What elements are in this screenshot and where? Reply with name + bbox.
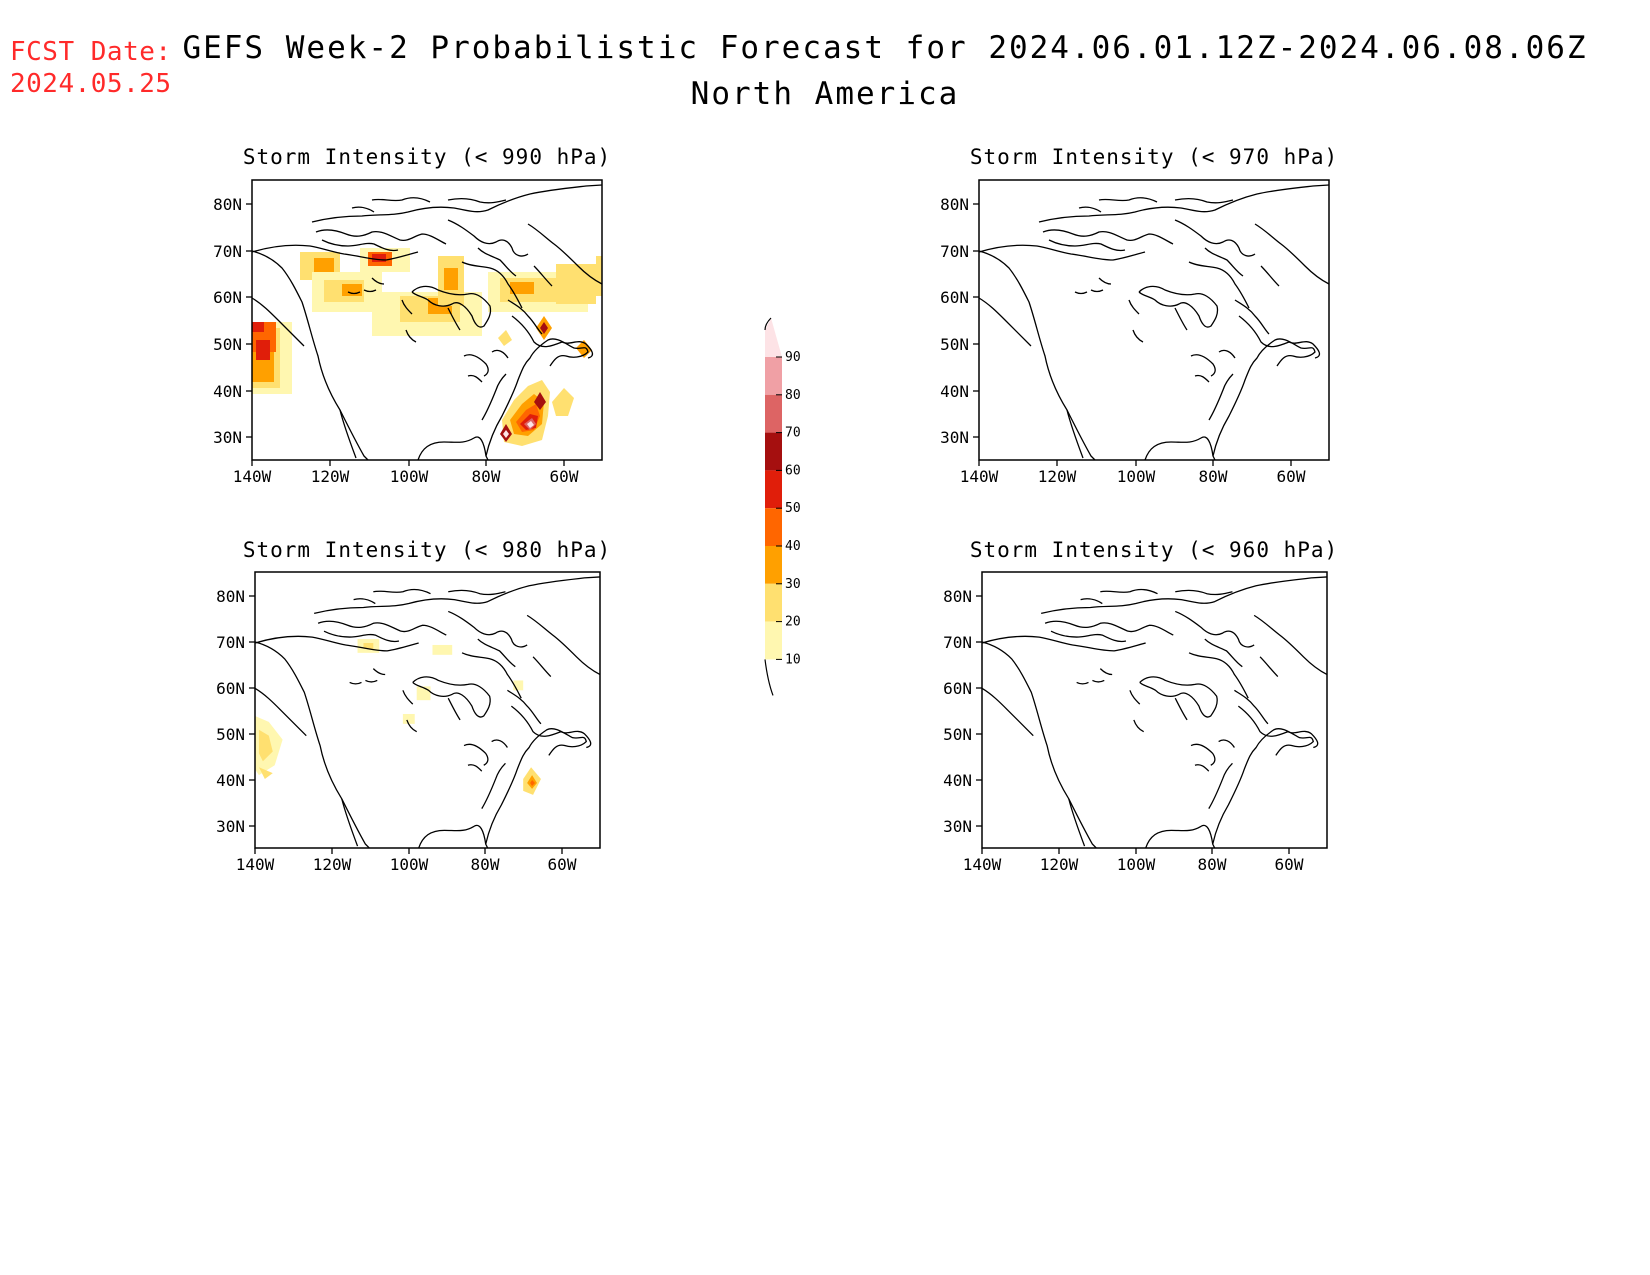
lat-tick-label: 70N <box>943 633 972 652</box>
lat-tick-label: 30N <box>213 428 242 447</box>
colorbar-label: 90 <box>785 350 801 365</box>
lat-tick-label: 60N <box>943 679 972 698</box>
lat-tick-label: 70N <box>940 242 969 261</box>
lat-tick-label: 80N <box>216 587 245 606</box>
lat-tick-label: 40N <box>943 771 972 790</box>
latitude-axis: 80N 70N 60N 50N 40N 30N <box>213 195 252 447</box>
probability-shading <box>252 248 602 446</box>
lon-tick-label: 120W <box>1040 855 1079 874</box>
longitude-axis: 140W 120W 100W 80W 60W <box>233 460 579 486</box>
lat-tick-label: 60N <box>216 679 245 698</box>
lon-tick-label: 120W <box>1038 467 1077 486</box>
lon-tick-label: 100W <box>390 467 429 486</box>
colorbar-swatch <box>765 621 782 660</box>
lat-tick-label: 40N <box>216 771 245 790</box>
colorbar-swatch <box>765 546 782 584</box>
lat-tick-label: 30N <box>216 817 245 836</box>
forecast-date-block: FCST Date: 2024.05.25 <box>10 36 172 100</box>
lon-tick-label: 80W <box>471 855 500 874</box>
lat-tick-label: 80N <box>940 195 969 214</box>
colorbar-label: 70 <box>785 426 801 441</box>
lon-tick-label: 80W <box>472 467 501 486</box>
lon-tick-label: 140W <box>233 467 272 486</box>
coastline <box>981 576 1328 849</box>
forecast-date-label: FCST Date: <box>10 37 172 67</box>
colorbar-label: 60 <box>785 463 801 478</box>
colorbar-label: 80 <box>785 388 801 403</box>
colorbar-label: 40 <box>785 539 801 554</box>
lat-tick-label: 70N <box>216 633 245 652</box>
lon-tick-label: 140W <box>236 855 275 874</box>
lon-tick-label: 100W <box>1117 467 1156 486</box>
map-frame <box>978 179 1330 461</box>
panel-title: Storm Intensity (< 990 hPa) <box>243 145 611 169</box>
panel-960: Storm Intensity (< 960 hPa) 80N 70N 60N 50N… <box>943 538 1338 874</box>
colorbar-label: 20 <box>785 615 801 630</box>
colorbar-swatch <box>765 470 782 509</box>
colorbar-label: 10 <box>785 652 801 667</box>
latitude-axis: 80N 70N 60N 50N 40N 30N <box>940 195 979 447</box>
map-frame <box>251 179 603 461</box>
panel-970: Storm Intensity (< 970 hPa) 80N 70N 60N 50N… <box>940 145 1338 486</box>
lon-tick-label: 120W <box>311 467 350 486</box>
longitude-axis: 140W 120W 100W 80W 60W <box>963 848 1304 874</box>
lat-tick-label: 40N <box>940 382 969 401</box>
lon-tick-label: 100W <box>1117 855 1156 874</box>
colorbar-label: 50 <box>785 501 801 516</box>
lon-tick-label: 80W <box>1199 467 1228 486</box>
lat-tick-label: 40N <box>213 382 242 401</box>
lon-tick-label: 60W <box>550 467 579 486</box>
lat-tick-label: 50N <box>216 725 245 744</box>
lat-tick-label: 50N <box>943 725 972 744</box>
lon-tick-label: 80W <box>1198 855 1227 874</box>
colorbar-swatch <box>765 357 782 395</box>
colorbar-swatch <box>765 394 782 433</box>
lat-tick-label: 70N <box>213 242 242 261</box>
lon-tick-label: 100W <box>390 855 429 874</box>
latitude-axis: 80N 70N 60N 50N 40N 30N <box>943 587 982 836</box>
colorbar-bottom-edge <box>764 659 774 696</box>
colorbar-swatch <box>765 432 782 471</box>
panel-990: Storm Intensity (< 990 hPa) 80N 70N 60N 50N… <box>213 145 611 486</box>
lon-tick-label: 140W <box>960 467 999 486</box>
latitude-axis: 80N 70N 60N 50N 40N 30N <box>216 587 255 836</box>
colorbar-label: 30 <box>785 577 801 592</box>
longitude-axis: 140W 120W 100W 80W 60W <box>236 848 577 874</box>
forecast-date-value: 2024.05.25 <box>10 69 172 99</box>
map-frame <box>981 571 1328 849</box>
map-frame <box>254 571 601 849</box>
lon-tick-label: 60W <box>1277 467 1306 486</box>
panel-title: Storm Intensity (< 970 hPa) <box>970 145 1338 169</box>
lat-tick-label: 80N <box>213 195 242 214</box>
panel-title: Storm Intensity (< 980 hPa) <box>243 538 611 562</box>
lat-tick-label: 30N <box>943 817 972 836</box>
panel-980: Storm Intensity (< 980 hPa) 80N 70N 60N 50N… <box>216 538 611 874</box>
lon-tick-label: 60W <box>1275 855 1304 874</box>
coastline <box>978 184 1330 461</box>
main-title: GEFS Week-2 Probabilistic Forecast for 2… <box>182 30 1588 66</box>
lon-tick-label: 60W <box>548 855 577 874</box>
lat-tick-label: 50N <box>213 335 242 354</box>
lat-tick-label: 30N <box>940 428 969 447</box>
colorbar-top-cap <box>765 318 782 357</box>
lat-tick-label: 60N <box>940 288 969 307</box>
colorbar-swatch <box>765 583 782 622</box>
colorbar-top-edge <box>764 317 772 331</box>
coastline <box>254 576 601 849</box>
region-subtitle: North America <box>690 76 960 112</box>
lat-tick-label: 50N <box>940 335 969 354</box>
panel-title: Storm Intensity (< 960 hPa) <box>970 538 1338 562</box>
lon-tick-label: 140W <box>963 855 1002 874</box>
colorbar: 90 80 70 60 50 40 30 20 10 <box>764 317 801 696</box>
lon-tick-label: 120W <box>313 855 352 874</box>
longitude-axis: 140W 120W 100W 80W 60W <box>960 460 1306 486</box>
lat-tick-label: 60N <box>213 288 242 307</box>
colorbar-swatch <box>765 508 782 546</box>
lat-tick-label: 80N <box>943 587 972 606</box>
